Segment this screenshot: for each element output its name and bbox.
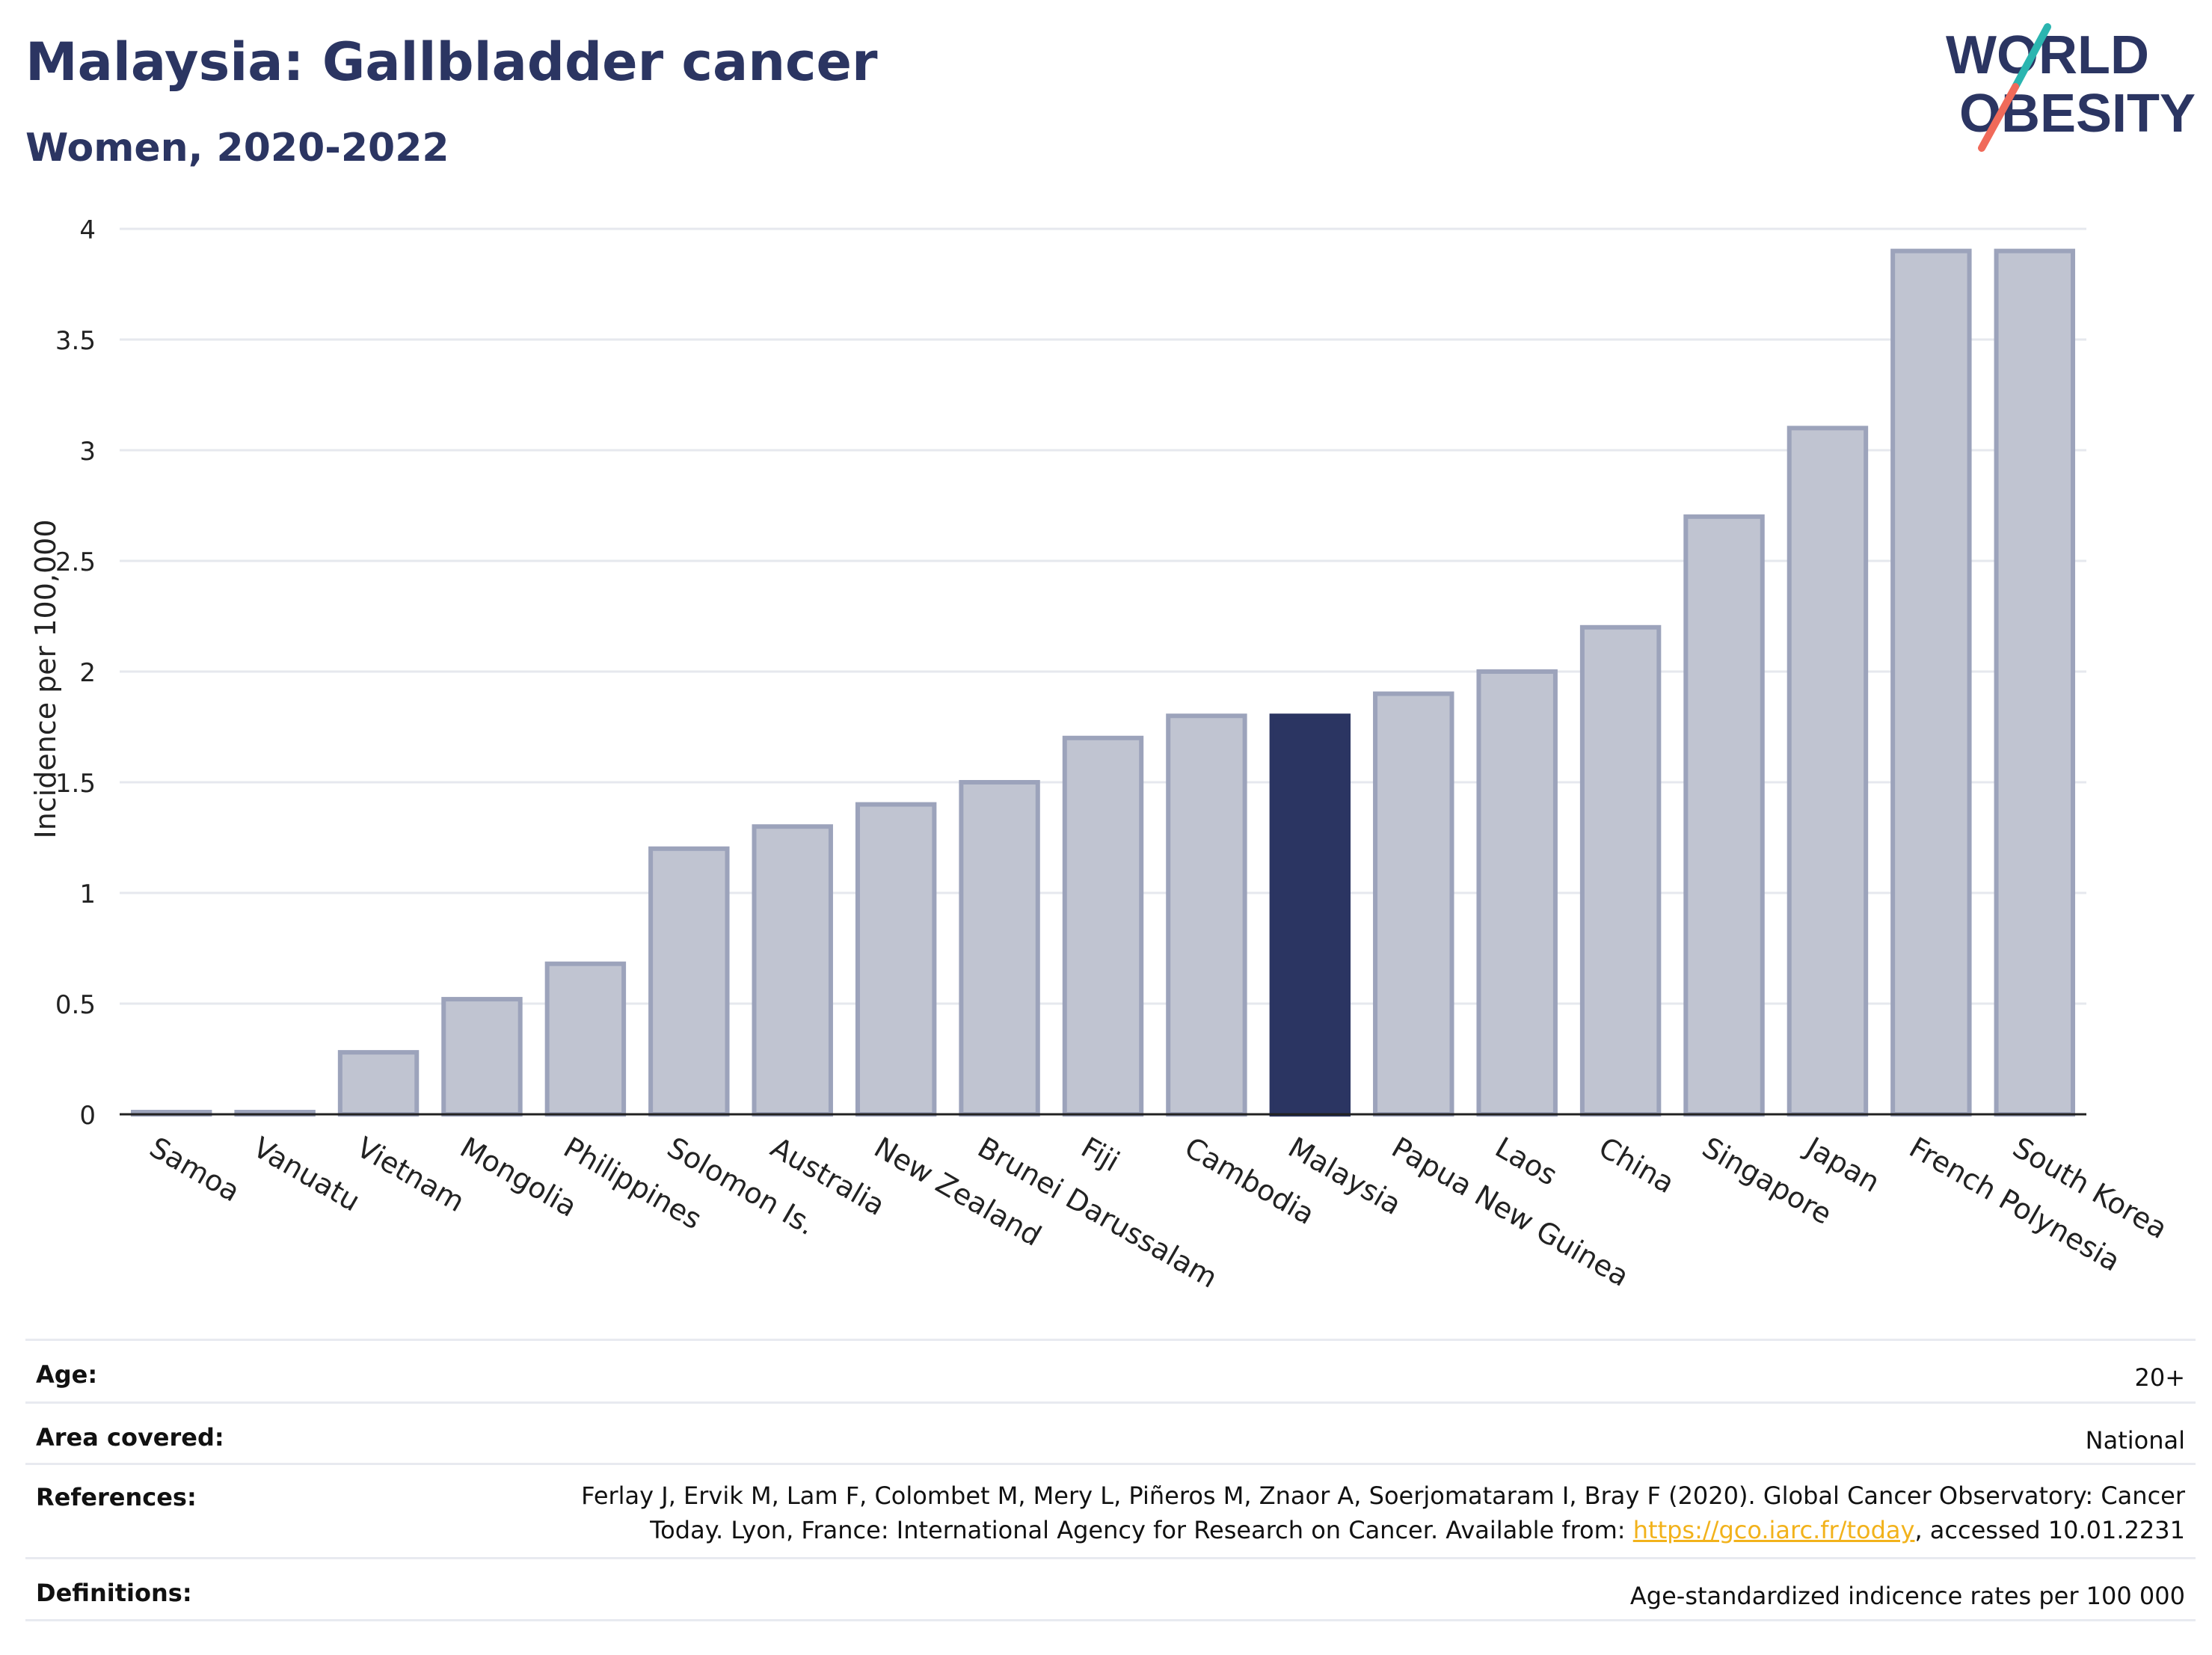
area-label: Area covered: [36,1423,224,1452]
y-tick-labels: 0 0.5 1 1.5 2 2.5 3 3.5 4 [55,215,96,1131]
age-value: 20+ [2134,1363,2185,1392]
logo-slash-bottom [1978,83,2019,152]
logo-slash-top [2012,23,2051,90]
bar [1994,248,2076,1117]
logo-word-world: WORLD [1946,25,2149,85]
bar [1476,669,1558,1117]
bar [1062,735,1144,1117]
x-tick-labels: Samoa VanuatuVietnamMongoliaPhilippinesSo… [144,1130,2173,1295]
bar [752,824,833,1117]
y-tick-label: 2.5 [55,547,96,577]
y-tick-label: 4 [79,215,96,245]
x-tick-label: China [1594,1131,1680,1200]
bar [1579,624,1662,1117]
bar [1373,691,1454,1117]
bar [959,780,1040,1117]
bar [1269,713,1351,1117]
bar [1890,248,1972,1117]
bar [544,961,627,1117]
definitions-value: Age-standardized indicence rates per 100… [1629,1582,2185,1610]
x-tick-label: Laos [1490,1131,1563,1192]
y-tick-label: 0 [79,1101,96,1131]
bar [648,846,730,1117]
age-label: Age: [36,1360,98,1389]
bar [1166,713,1247,1117]
world-obesity-logo: WORLD OBESITY [1946,23,2196,152]
bars [130,248,2076,1117]
y-tick-label: 3.5 [55,326,96,356]
definitions-label: Definitions: [36,1579,192,1607]
bar-chart: 0 0.5 1 1.5 2 2.5 3 3.5 4 Samoa VanuatuVietnamMon… [29,215,2173,1295]
references-text: Ferlay J, Ervik M, Lam F, Colombet M, Me… [581,1481,2185,1544]
y-tick-label: 0.5 [55,990,96,1020]
references-label: References: [36,1483,197,1511]
references-link[interactable]: https://gco.iarc.fr/today [1632,1516,1915,1544]
references-value: Ferlay J, Ervik M, Lam F, Colombet M, Me… [503,1479,2185,1547]
y-tick-label: 3 [79,437,96,467]
bar [1787,426,1869,1117]
bar [855,802,937,1117]
info-table: Age: 20+ Area covered: National Referenc… [25,1339,2196,1621]
y-axis-label: Incidence per 100,000 [29,519,62,838]
y-tick-label: 1 [79,879,96,909]
x-tick-label: Vanuatu [248,1131,366,1218]
chart-subtitle: Women, 2020-2022 [25,126,449,171]
chart-title: Malaysia: Gallbladder cancer [25,31,878,93]
y-tick-label: 2 [79,658,96,688]
bar [441,997,523,1117]
x-tick-label: Mongolia [455,1131,583,1223]
references-accessed: , accessed 10.01.2231 [1914,1516,2185,1544]
x-tick-label: Samoa [144,1131,245,1209]
area-value: National [2085,1426,2185,1455]
y-tick-label: 1.5 [55,769,96,799]
x-tick-label: Fiji [1076,1131,1125,1178]
info-row-definitions: Definitions: Age-standardized indicence … [25,1557,2196,1621]
bar [337,1050,420,1117]
info-row-references: References: Ferlay J, Ervik M, Lam F, Co… [25,1463,2196,1557]
x-tick-label: Vietnam [351,1131,470,1218]
info-row-area: Area covered: National [25,1401,2196,1463]
info-row-age: Age: 20+ [25,1339,2196,1401]
bar [1683,514,1765,1117]
